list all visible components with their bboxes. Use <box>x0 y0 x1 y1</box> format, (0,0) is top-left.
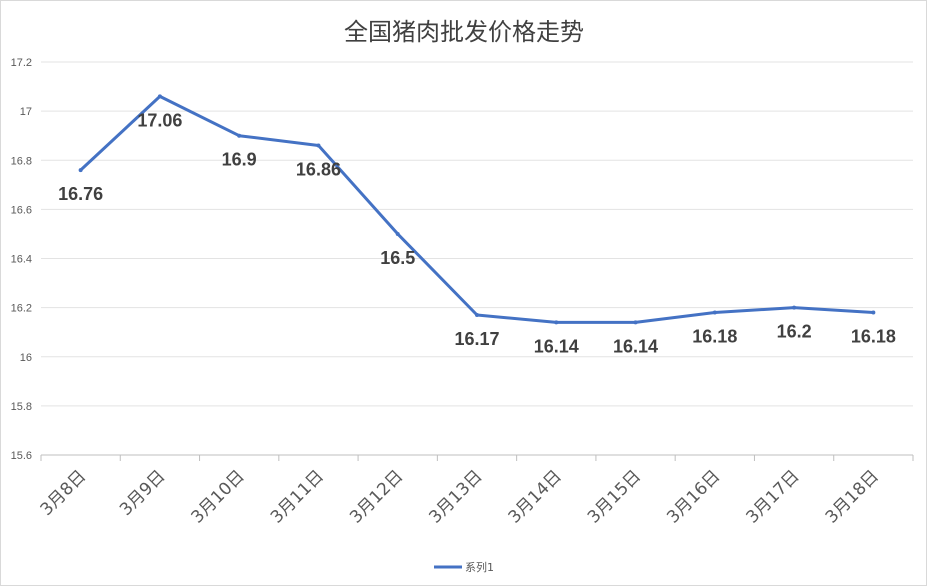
y-tick-label: 15.8 <box>11 401 32 413</box>
x-tick-label: 3月9日 <box>116 466 169 519</box>
data-label: 16.18 <box>692 327 737 347</box>
x-tick-label: 3月16日 <box>663 466 724 527</box>
data-point <box>475 312 479 317</box>
data-label: 16.9 <box>222 150 257 170</box>
x-tick-label: 3月11日 <box>267 466 328 527</box>
data-label: 16.5 <box>380 248 415 268</box>
data-label: 16.17 <box>454 329 499 349</box>
x-tick-label: 3月18日 <box>822 466 883 527</box>
data-point <box>712 310 717 315</box>
data-label: 16.86 <box>296 160 341 180</box>
y-tick-label: 16.4 <box>11 254 32 266</box>
data-point <box>78 168 83 173</box>
y-tick-label: 16.8 <box>11 155 32 167</box>
data-point <box>871 310 876 315</box>
y-tick-label: 16.6 <box>11 204 32 216</box>
chart-title: 全国猪肉批发价格走势 <box>344 18 584 46</box>
data-label: 16.2 <box>777 322 812 342</box>
x-tick-label: 3月12日 <box>346 466 407 527</box>
data-label: 16.14 <box>613 336 658 356</box>
y-tick-label: 17 <box>20 106 32 118</box>
x-tick-label: 3月14日 <box>505 466 566 527</box>
data-label: 16.14 <box>534 336 579 356</box>
gridlines <box>41 61 913 456</box>
data-point <box>316 143 321 148</box>
x-tick-label: 3月17日 <box>742 466 803 527</box>
y-tick-label: 16 <box>20 352 32 364</box>
x-tick-label: 3月10日 <box>188 466 249 527</box>
y-axis: 15.6 15.8 16 16.2 16.4 16.6 16.8 17 17.2 <box>11 57 32 462</box>
data-point <box>395 231 400 236</box>
legend-label: 系列1 <box>465 560 494 574</box>
series-group <box>78 94 876 325</box>
data-label: 16.18 <box>851 327 896 347</box>
data-label: 17.06 <box>137 110 182 130</box>
x-tick-label: 3月13日 <box>425 466 486 527</box>
x-tick-label: 3月15日 <box>584 466 645 527</box>
data-point <box>157 94 162 99</box>
y-tick-label: 15.6 <box>11 450 32 462</box>
data-label: 16.76 <box>58 184 103 204</box>
y-tick-label: 17.2 <box>11 57 32 69</box>
data-point <box>792 305 797 310</box>
x-axis: 3月8日 3月9日 3月10日 3月11日 3月12日 3月13日 3月14日 3月15日 3月… <box>37 455 914 528</box>
data-point <box>237 133 242 138</box>
legend: 系列1 <box>434 560 494 574</box>
data-point <box>554 320 559 325</box>
x-tick-label: 3月8日 <box>37 466 90 519</box>
data-labels: 16.76 17.06 16.9 16.86 16.5 16.17 16.14 16.14 16… <box>58 110 896 356</box>
y-tick-label: 16.2 <box>11 303 32 315</box>
data-point <box>633 320 638 325</box>
